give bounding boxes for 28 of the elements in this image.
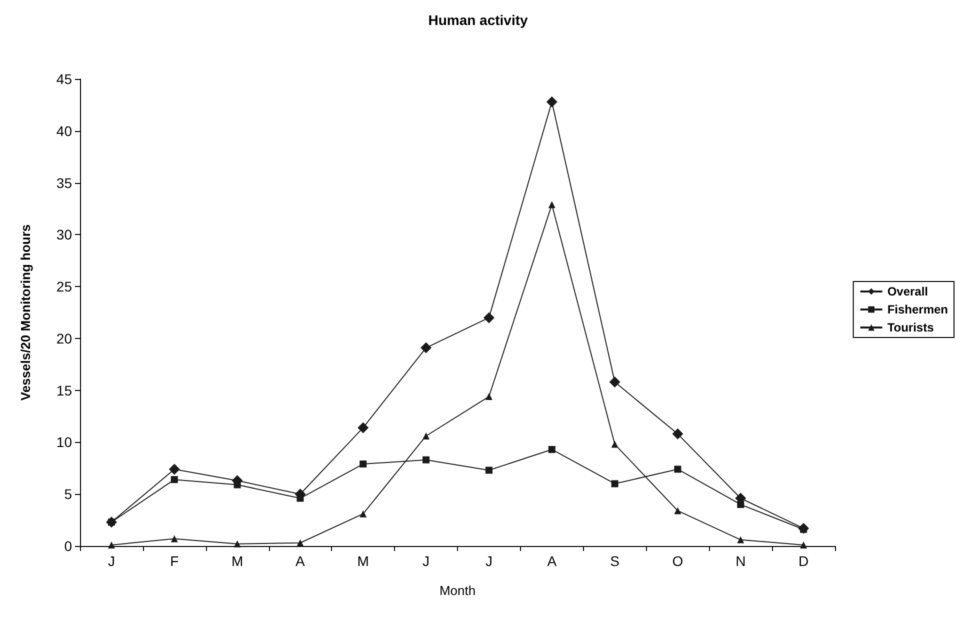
x-tick-label: D <box>798 553 809 569</box>
x-tick-label: M <box>357 553 369 569</box>
x-tick-label: A <box>296 553 306 569</box>
x-tick-label: J <box>485 553 492 569</box>
y-tick-label: 40 <box>56 122 72 139</box>
y-tick-label: 10 <box>56 434 72 450</box>
y-tick-label: 20 <box>56 330 72 346</box>
x-tick-label: M <box>231 553 244 569</box>
x-tick-label: A <box>547 553 558 569</box>
x-tick-label: N <box>736 553 746 569</box>
y-tick-label: 45 <box>56 71 72 87</box>
legend-label: Overall <box>887 284 928 298</box>
x-tick-label: J <box>108 553 115 569</box>
y-axis-title: Vessels/20 Monitoring hours <box>18 224 33 401</box>
x-tick-label: O <box>672 553 684 569</box>
legend-label: Tourists <box>887 320 934 334</box>
x-tick-label: F <box>170 553 179 569</box>
y-tick-label: 25 <box>56 278 72 295</box>
x-tick-label: S <box>610 553 620 569</box>
x-axis-title: Month <box>439 583 476 598</box>
y-tick-label: 0 <box>64 538 72 554</box>
y-tick-label: 35 <box>56 174 72 191</box>
legend-label: Fishermen <box>887 302 948 316</box>
y-tick-label: 5 <box>64 486 72 502</box>
x-tick-label: J <box>422 553 430 569</box>
y-tick-label: 30 <box>56 226 72 243</box>
chart-title: Human activity <box>428 12 528 28</box>
y-tick-label: 15 <box>56 382 72 398</box>
